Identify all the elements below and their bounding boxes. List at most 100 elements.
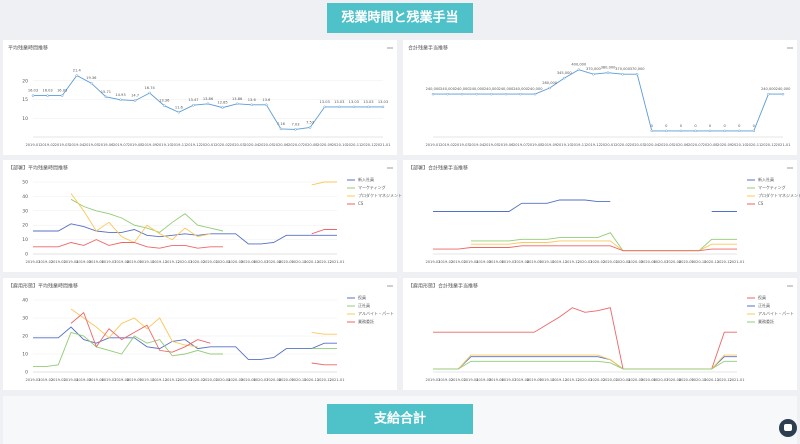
x-tick-label: 2020-12: [761, 143, 776, 147]
line-series: [70, 198, 224, 233]
x-tick-label: 2019-02: [40, 143, 55, 147]
x-tick-label: 2020-05: [228, 378, 243, 382]
point: [60, 94, 64, 97]
footer-banner: [327, 404, 473, 434]
x-tick-label: 2019-07: [113, 143, 128, 147]
data-label: 0: [738, 124, 741, 128]
data-label: 12.85: [217, 101, 227, 105]
menu-dot: [791, 285, 793, 287]
menu-dot: [391, 47, 393, 49]
x-tick-label: 2020-06: [241, 378, 257, 382]
x-tick-label: 2021-01: [329, 378, 344, 382]
point: [206, 102, 210, 106]
data-label: 380,000: [601, 66, 617, 70]
x-tick-label: 2020-11: [746, 143, 761, 147]
x-tick-label: 2019-11: [552, 260, 567, 264]
x-tick-label: 2020-06: [241, 260, 257, 264]
menu-dot: [787, 285, 789, 287]
x-tick-label: 2020-01: [200, 143, 215, 147]
point: [177, 111, 181, 114]
x-tick-label: 2019-12: [165, 260, 180, 264]
y-tick-label: 0: [25, 370, 28, 376]
y-tick-label: 10: [22, 352, 28, 358]
legend-label: マーケティング: [758, 184, 786, 190]
point: [635, 72, 639, 76]
data-label: 15.71: [101, 90, 111, 94]
x-tick-label: 2019-07: [501, 378, 516, 382]
footer-title: 支給合計: [373, 411, 426, 427]
x-tick-label: 2019-02: [438, 378, 453, 382]
x-tick-label: 2021-01: [775, 143, 790, 147]
x-tick-label: 2019-06: [89, 260, 105, 264]
menu-dot: [791, 167, 793, 169]
point: [504, 92, 508, 96]
data-label: 0: [680, 124, 683, 128]
x-tick-label: 2020-07: [253, 378, 268, 382]
data-label: 0: [665, 124, 668, 128]
point: [46, 94, 49, 97]
point: [563, 76, 566, 80]
x-tick-label: 2020-05: [659, 143, 674, 147]
x-tick-label: 2019-05: [476, 378, 491, 382]
x-tick-label: 2019-01: [25, 260, 40, 264]
x-tick-label: 2020-01: [577, 378, 592, 382]
x-tick-label: 2020-09: [317, 143, 333, 147]
y-tick-label: 40: [22, 298, 28, 304]
data-label: 16.03: [57, 89, 67, 93]
x-tick-label: 2020-01: [177, 378, 192, 382]
legend-label: アルバイト・パート: [358, 311, 394, 316]
x-tick-label: 2019-06: [89, 378, 105, 382]
chart-title: 【雇用形態】平均残業時間推移: [8, 283, 78, 290]
legend-label: 新入社員: [358, 176, 374, 182]
chart-title: 合計残業手当推移: [408, 45, 448, 52]
point: [519, 92, 522, 96]
x-tick-label: 2020-12: [317, 260, 332, 264]
data-label: 13.03: [378, 100, 388, 104]
line-series: [70, 181, 337, 244]
x-tick-label: 2020-01: [177, 260, 192, 264]
x-tick-label: 2020-02: [590, 260, 605, 264]
menu-dot: [787, 167, 789, 169]
data-label: 13.03: [363, 100, 373, 104]
x-tick-label: 2019-05: [76, 260, 91, 264]
x-tick-label: 2019-01: [25, 378, 40, 382]
x-tick-label: 2020-04: [615, 378, 631, 382]
data-label: 13.03: [320, 100, 330, 104]
point: [235, 102, 239, 106]
x-tick-label: 2020-04: [644, 143, 660, 147]
x-tick-label: 2019-09: [127, 260, 143, 264]
legend-label: CS: [758, 201, 764, 206]
x-tick-label: 2019-05: [484, 143, 499, 147]
data-label: 240,000: [528, 87, 544, 91]
menu-dot: [387, 47, 389, 49]
x-tick-label: 2020-08: [703, 143, 719, 147]
data-label: 0: [651, 124, 654, 128]
data-label: 14.93: [115, 93, 125, 97]
x-tick-label: 2019-04: [463, 260, 479, 264]
x-tick-label: 2020-10: [691, 378, 707, 382]
x-tick-label: 2019-04: [69, 143, 85, 147]
point: [592, 72, 595, 76]
x-tick-label: 2021-01: [729, 378, 744, 382]
x-tick-label: 2020-09: [717, 143, 733, 147]
line-series: [433, 199, 737, 212]
menu-dot: [391, 167, 393, 169]
line-series: [33, 326, 337, 360]
chart-title: 【部署】平均残業時間推移: [8, 165, 68, 172]
menu-dot: [389, 47, 391, 49]
data-label: 240,000: [484, 87, 500, 91]
x-tick-label: 2020-09: [679, 378, 695, 382]
point: [31, 94, 35, 97]
point: [148, 91, 151, 95]
x-tick-label: 2019-03: [51, 260, 66, 264]
panel: [3, 160, 397, 272]
x-tick-label: 2020-04: [215, 260, 231, 264]
x-tick-label: 2020-02: [190, 260, 205, 264]
y-tick-label: 0: [25, 252, 28, 258]
x-tick-label: 2020-02: [615, 143, 630, 147]
x-tick-label: 2019-01: [425, 260, 440, 264]
y-tick-label: 15: [22, 97, 28, 103]
point: [75, 74, 78, 77]
line-series: [33, 331, 337, 368]
x-tick-label: 2019-02: [38, 260, 53, 264]
